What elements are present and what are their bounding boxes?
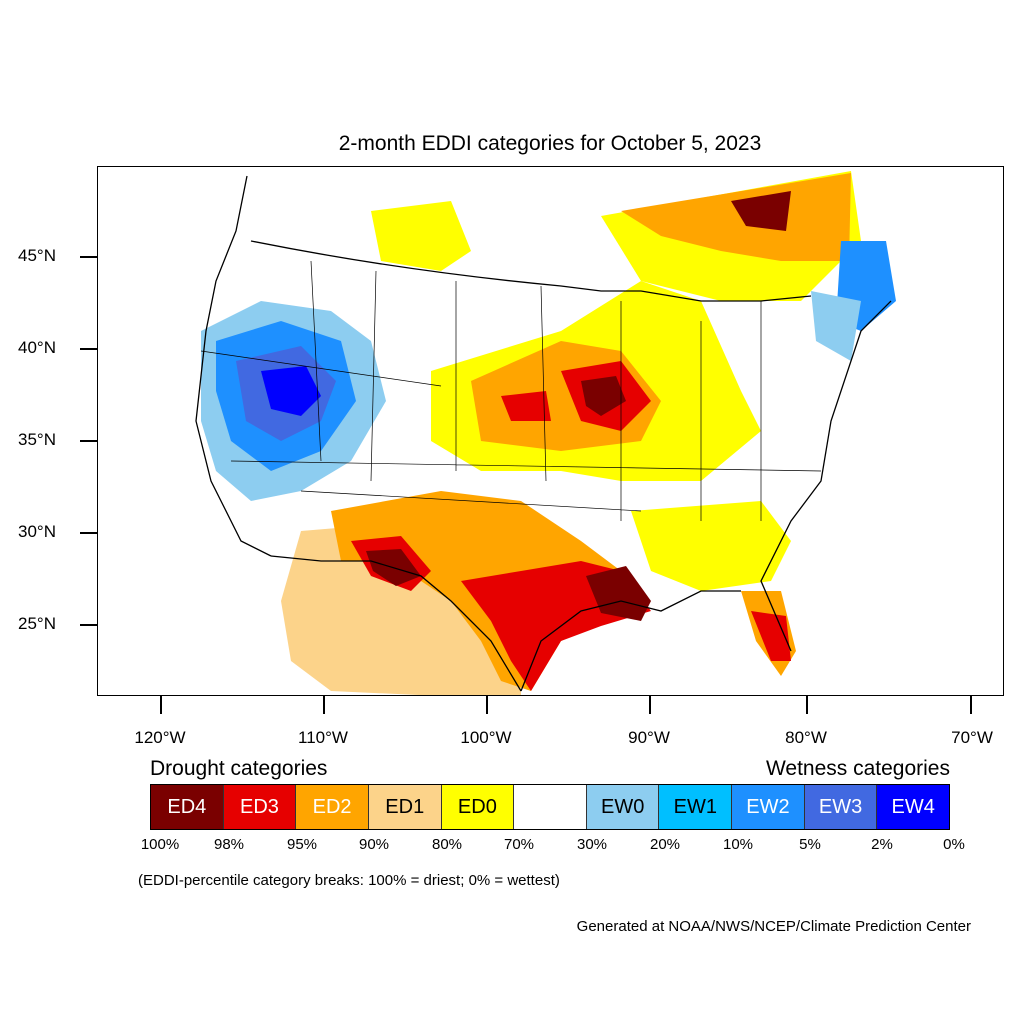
mexico-border bbox=[270, 555, 522, 692]
legend-cell: EW0 bbox=[586, 785, 660, 829]
region-ed0-northern-plains bbox=[371, 201, 471, 271]
eddi-map bbox=[97, 166, 1004, 696]
region-ed2-ontario bbox=[621, 173, 851, 261]
region-ew4-nevada bbox=[261, 366, 321, 416]
wetness-heading: Wetness categories bbox=[765, 757, 950, 780]
lat-tick bbox=[80, 624, 97, 626]
lon-tick bbox=[160, 696, 162, 714]
legend-cell: ED1 bbox=[368, 785, 442, 829]
legend-cell: ED0 bbox=[441, 785, 515, 829]
region-ed3-nebraska bbox=[501, 391, 551, 421]
lat-label: 30°N bbox=[18, 522, 56, 541]
lon-label: 90°W bbox=[628, 728, 670, 747]
west-coast bbox=[195, 175, 272, 557]
drought-heading: Drought categories bbox=[150, 757, 328, 780]
legend-cell: ED3 bbox=[223, 785, 297, 829]
legend-cell bbox=[514, 785, 587, 829]
percentile-label: 98% bbox=[213, 836, 245, 853]
region-ed0-southeast bbox=[631, 501, 791, 591]
percentile-label: 30% bbox=[576, 836, 608, 853]
percentile-label: 5% bbox=[799, 836, 821, 853]
lon-label: 120°W bbox=[134, 728, 186, 747]
percentile-label: 90% bbox=[358, 836, 390, 853]
lon-tick bbox=[486, 696, 488, 714]
lat-label: 25°N bbox=[18, 614, 56, 633]
lat-tick bbox=[80, 532, 97, 534]
region-ed3-florida bbox=[751, 611, 791, 661]
legend-cell: EW4 bbox=[877, 785, 950, 829]
region-ed4-louisiana bbox=[586, 566, 651, 621]
category-colorbar: ED4 ED3 ED2 ED1 ED0 EW0 EW1 EW2 EW3 EW4 bbox=[150, 784, 950, 830]
lat-tick bbox=[80, 440, 97, 442]
category-break-note: (EDDI-percentile category breaks: 100% =… bbox=[138, 872, 560, 889]
percentile-label: 10% bbox=[722, 836, 754, 853]
lon-tick bbox=[649, 696, 651, 714]
lon-tick bbox=[806, 696, 808, 714]
eddi-map-canvas bbox=[191, 171, 896, 695]
lon-tick bbox=[970, 696, 972, 714]
percentile-label: 70% bbox=[503, 836, 535, 853]
credit-line: Generated at NOAA/NWS/NCEP/Climate Predi… bbox=[576, 918, 971, 935]
percentile-label: 20% bbox=[649, 836, 681, 853]
state-lines bbox=[200, 260, 822, 521]
legend-cell: EW2 bbox=[732, 785, 805, 829]
percentile-label: 95% bbox=[286, 836, 318, 853]
lon-label: 70°W bbox=[951, 728, 993, 747]
lat-label: 35°N bbox=[18, 430, 56, 449]
region-ed4-ontario bbox=[731, 191, 791, 231]
lat-label: 40°N bbox=[18, 338, 56, 357]
lat-label: 45°N bbox=[18, 246, 56, 265]
east-coast bbox=[760, 300, 892, 652]
lat-tick bbox=[80, 348, 97, 350]
percentile-label: 2% bbox=[871, 836, 893, 853]
region-ew0-northeast bbox=[811, 291, 861, 361]
legend-cell: ED4 bbox=[151, 785, 224, 829]
lon-label: 80°W bbox=[785, 728, 827, 747]
legend-cell: EW1 bbox=[659, 785, 733, 829]
percentile-label: 80% bbox=[431, 836, 463, 853]
map-title: 2-month EDDI categories for October 5, 2… bbox=[338, 132, 762, 155]
lon-label: 100°W bbox=[460, 728, 512, 747]
gulf-coast bbox=[520, 590, 741, 692]
legend-cell: ED2 bbox=[296, 785, 369, 829]
lat-tick bbox=[80, 256, 97, 258]
lon-tick bbox=[323, 696, 325, 714]
lon-label: 110°W bbox=[298, 728, 348, 747]
legend-cell: EW3 bbox=[804, 785, 878, 829]
percentile-label: 0% bbox=[943, 836, 965, 853]
region-ed4-iowa bbox=[581, 376, 626, 416]
percentile-label: 100% bbox=[140, 836, 180, 853]
canada-border bbox=[250, 240, 812, 302]
